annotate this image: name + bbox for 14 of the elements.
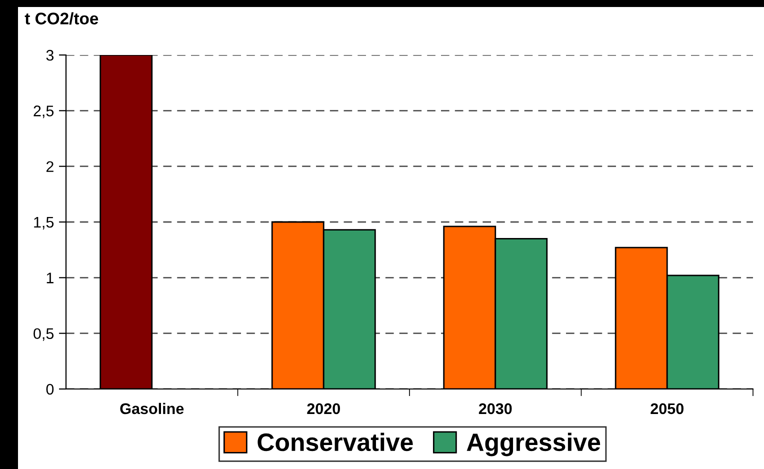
x-tick-label: Gasoline xyxy=(120,402,184,414)
y-tick-label: 0 xyxy=(46,384,54,395)
legend-label: Aggressive xyxy=(466,432,600,456)
y-tick-label: 0,5 xyxy=(34,328,54,341)
x-tick-label: 2050 xyxy=(650,403,684,414)
y-tick-label: 1,5 xyxy=(34,217,54,230)
y-tick-label: 2,5 xyxy=(34,106,54,118)
x-tick-label: 2020 xyxy=(307,403,340,414)
x-tick-label: 2030 xyxy=(478,403,512,414)
y-tick-label: 1 xyxy=(46,272,54,284)
y-axis-title: t CO2/toe xyxy=(24,12,98,25)
y-tick-label: 3 xyxy=(46,50,54,61)
legend-label: Conservative xyxy=(258,432,413,452)
y-tick-label: 2 xyxy=(46,161,54,172)
